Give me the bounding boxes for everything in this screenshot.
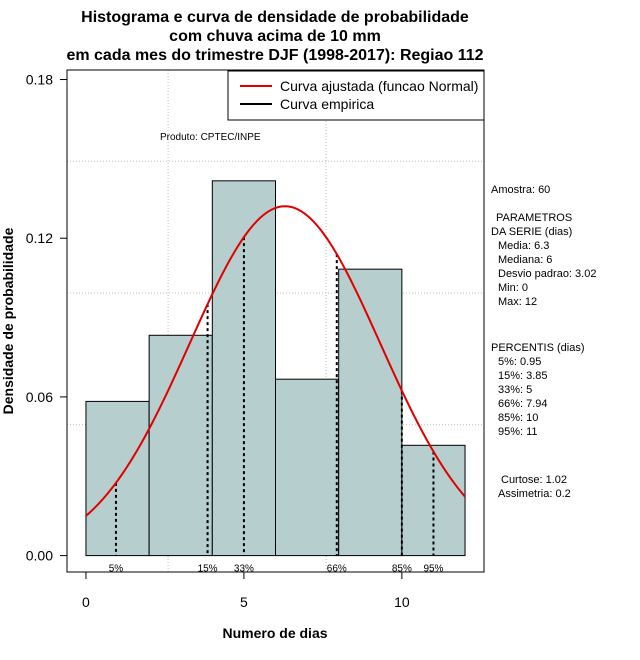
- stat-desvio: Desvio padrao: 3.02: [498, 268, 596, 280]
- percentile-label-1: 15%: [198, 564, 218, 575]
- stat-param-title-2: DA SERIE (dias): [491, 226, 572, 238]
- y-tick-label-2: 0.12: [26, 230, 53, 246]
- x-axis-label: Numero de dias: [222, 625, 327, 641]
- histogram-bar-3: [275, 378, 340, 557]
- percentile-markers: 5% 15% 33% 66% 85% 95%: [109, 237, 444, 575]
- x-axis: 0 5 10: [82, 571, 410, 610]
- chart-title-line-3: em cada mes do trimestre DJF (1998-2017)…: [66, 47, 483, 64]
- stat-curtose: Curtose: 1.02: [501, 474, 567, 486]
- y-axis-label: Densidade de probabilidade: [0, 227, 16, 414]
- stat-p15: 15%: 3.85: [498, 370, 548, 382]
- stat-media: Media: 6.3: [498, 240, 549, 252]
- legend-label-fitted: Curva ajustada (funcao Normal): [280, 78, 478, 94]
- stat-param-title-1: PARAMETROS: [496, 212, 572, 224]
- stat-p66: 66%: 7.94: [498, 398, 548, 410]
- percentile-label-2: 33%: [234, 564, 254, 575]
- histogram-bar-1: [148, 334, 213, 557]
- x-tick-label-0: 0: [82, 594, 90, 610]
- percentile-label-5: 95%: [423, 564, 443, 575]
- normal-curve-line: [85, 205, 466, 517]
- stat-p85: 85%: 10: [498, 412, 538, 424]
- percentile-label-3: 66%: [327, 564, 347, 575]
- legend: Curva ajustada (funcao Normal) Curva emp…: [227, 70, 485, 121]
- stat-percentis-title: PERCENTIS (dias): [491, 342, 585, 354]
- y-tick-label-3: 0.18: [26, 72, 53, 88]
- y-tick-label-1: 0.06: [26, 389, 53, 405]
- stat-min: Min: 0: [498, 282, 528, 294]
- chart-title-line-1: Histograma e curva de densidade de proba…: [81, 9, 469, 26]
- legend-box: [227, 70, 485, 121]
- y-axis: 0.00 0.06 0.12 0.18: [26, 72, 68, 564]
- statistics-panel: Amostra: 60 PARAMETROS DA SERIE (dias) M…: [491, 184, 596, 500]
- product-label: Produto: CPTEC/INPE: [160, 132, 261, 143]
- stat-assimetria: Assimetria: 0.2: [498, 488, 571, 500]
- stat-p95: 95%: 11: [498, 426, 538, 438]
- chart-title-line-2: com chuva acima de 10 mm: [169, 28, 381, 45]
- stat-p5: 5%: 0.95: [498, 356, 541, 368]
- x-tick-label-1: 5: [240, 594, 248, 610]
- percentile-label-0: 5%: [109, 564, 124, 575]
- legend-label-empirical: Curva empirica: [280, 96, 374, 112]
- stat-mediana: Mediana: 6: [498, 254, 552, 266]
- x-tick-label-2: 10: [394, 594, 410, 610]
- stat-max: Max: 12: [498, 296, 537, 308]
- percentile-label-4: 85%: [392, 564, 412, 575]
- stat-amostra: Amostra: 60: [491, 184, 550, 196]
- stat-p33: 33%: 5: [498, 384, 532, 396]
- histogram-bar-4: [338, 268, 403, 557]
- histogram-bars: [85, 180, 466, 557]
- histogram-bar-0: [85, 400, 150, 557]
- y-tick-label-0: 0.00: [26, 548, 53, 564]
